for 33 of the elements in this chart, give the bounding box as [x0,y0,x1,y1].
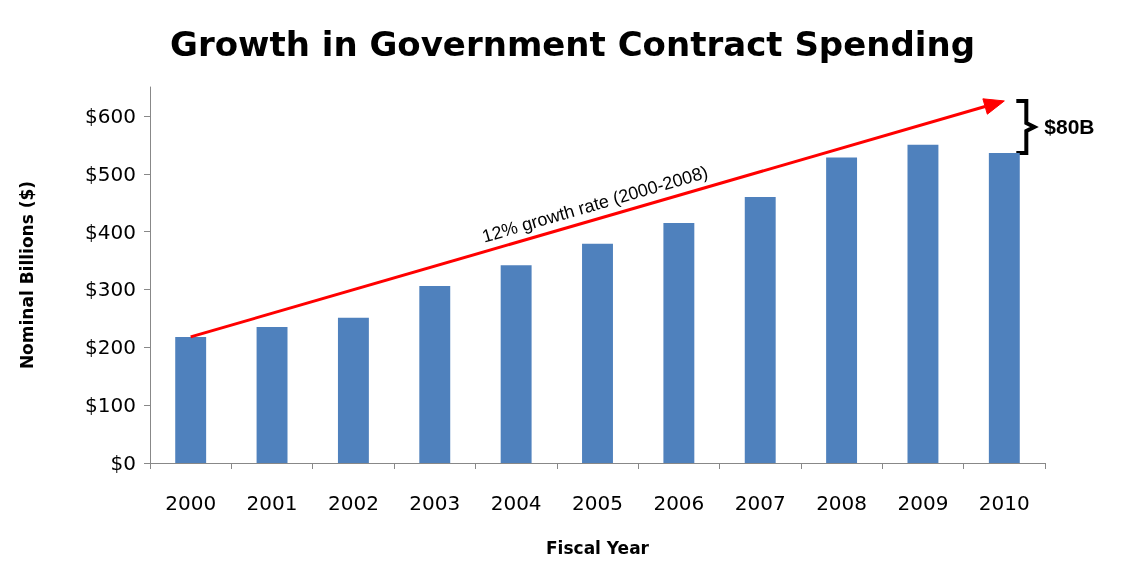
y-tick-label: $600 [85,103,136,128]
bar [419,285,451,463]
x-tick-label: 2003 [409,491,461,515]
bar [500,265,532,463]
x-tick-label: 2007 [734,491,786,515]
y-tick-label: $100 [85,393,136,418]
bar [582,243,613,463]
x-tick-label: 2000 [165,491,217,515]
bar [988,152,1020,463]
chart-title: Growth in Government Contract Spending [169,24,976,64]
x-tick-label: 2001 [246,491,298,515]
y-axis-title: Nominal Billions ($) [16,180,37,370]
y-tick-label: $300 [85,277,136,302]
x-tick-label: 2002 [327,491,379,515]
annotation: $80B [1044,115,1095,139]
bar [256,327,288,463]
bar [337,317,369,463]
x-tick-label: 2010 [978,491,1030,515]
bar [744,196,776,463]
x-axis-title: Fiscal Year [546,537,650,558]
y-tick-label: $400 [85,219,136,244]
bar [175,336,207,463]
x-tick-label: 2005 [572,491,623,515]
y-tick-label: $200 [85,335,136,360]
x-tick-label: 2004 [490,491,542,515]
x-tick-label: 2009 [897,491,949,515]
bar [663,222,695,463]
x-tick-label: 2008 [816,491,868,515]
x-tick-label: 2006 [653,491,705,515]
bar [907,144,939,463]
y-tick-label: $500 [85,161,136,186]
bar [826,157,858,463]
y-tick-label: $0 [110,451,136,475]
